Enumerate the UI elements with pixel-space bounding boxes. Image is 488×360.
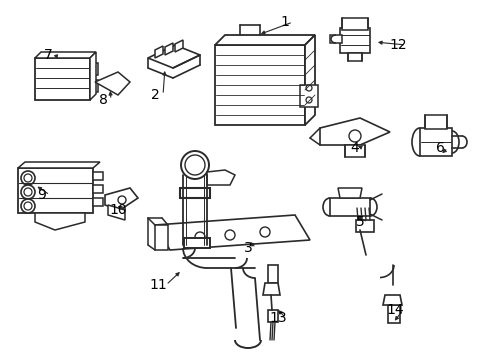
Circle shape bbox=[118, 196, 126, 204]
Circle shape bbox=[21, 171, 35, 185]
Bar bbox=[267, 265, 278, 283]
Polygon shape bbox=[319, 118, 389, 145]
Bar bbox=[339, 28, 369, 53]
Polygon shape bbox=[164, 43, 173, 55]
Polygon shape bbox=[206, 170, 235, 185]
Text: 8: 8 bbox=[99, 93, 107, 107]
Bar bbox=[329, 35, 341, 43]
Polygon shape bbox=[148, 45, 200, 68]
Text: 5: 5 bbox=[355, 215, 364, 229]
Polygon shape bbox=[155, 225, 168, 250]
Polygon shape bbox=[18, 162, 100, 168]
Text: 6: 6 bbox=[435, 141, 444, 155]
Text: 9: 9 bbox=[38, 188, 46, 202]
Text: 11: 11 bbox=[149, 278, 166, 292]
Bar bbox=[90, 80, 98, 92]
Bar bbox=[90, 63, 98, 75]
Bar bbox=[387, 305, 399, 323]
Text: 13: 13 bbox=[268, 311, 286, 325]
Bar bbox=[329, 198, 369, 216]
Circle shape bbox=[21, 199, 35, 213]
Text: 7: 7 bbox=[43, 48, 52, 62]
Circle shape bbox=[195, 232, 204, 242]
Circle shape bbox=[184, 155, 204, 175]
Circle shape bbox=[24, 188, 32, 196]
Polygon shape bbox=[95, 72, 130, 95]
Circle shape bbox=[305, 85, 311, 91]
Circle shape bbox=[305, 97, 311, 103]
Bar bbox=[267, 310, 278, 322]
Bar bbox=[93, 198, 103, 206]
Text: 4: 4 bbox=[350, 141, 359, 155]
Bar bbox=[93, 172, 103, 180]
Circle shape bbox=[260, 227, 269, 237]
Polygon shape bbox=[382, 295, 401, 305]
Polygon shape bbox=[108, 205, 125, 220]
Bar bbox=[180, 188, 209, 198]
Polygon shape bbox=[337, 188, 361, 198]
Circle shape bbox=[21, 185, 35, 199]
Bar bbox=[347, 53, 361, 61]
Polygon shape bbox=[305, 35, 314, 125]
Circle shape bbox=[224, 230, 235, 240]
Bar bbox=[35, 58, 90, 100]
Text: 2: 2 bbox=[150, 88, 159, 102]
Bar bbox=[341, 18, 367, 30]
Text: 3: 3 bbox=[243, 241, 252, 255]
Polygon shape bbox=[35, 52, 96, 58]
Text: 12: 12 bbox=[388, 38, 406, 52]
Bar bbox=[419, 128, 451, 156]
Circle shape bbox=[348, 130, 360, 142]
Bar bbox=[345, 145, 364, 157]
Bar bbox=[424, 115, 446, 129]
Polygon shape bbox=[215, 35, 314, 45]
Bar bbox=[18, 168, 93, 213]
Circle shape bbox=[181, 151, 208, 179]
Text: 10: 10 bbox=[109, 203, 126, 217]
Bar bbox=[299, 85, 317, 107]
Polygon shape bbox=[263, 283, 280, 295]
Polygon shape bbox=[105, 188, 138, 210]
Text: 14: 14 bbox=[386, 303, 403, 317]
Polygon shape bbox=[155, 215, 309, 250]
Polygon shape bbox=[35, 213, 85, 230]
Bar bbox=[183, 238, 209, 248]
Polygon shape bbox=[175, 40, 183, 52]
Polygon shape bbox=[90, 52, 96, 100]
Circle shape bbox=[24, 202, 32, 210]
Polygon shape bbox=[155, 46, 163, 58]
Circle shape bbox=[24, 174, 32, 182]
Bar bbox=[93, 185, 103, 193]
Bar bbox=[355, 220, 373, 232]
Bar bbox=[215, 45, 305, 125]
Text: 1: 1 bbox=[280, 15, 289, 29]
